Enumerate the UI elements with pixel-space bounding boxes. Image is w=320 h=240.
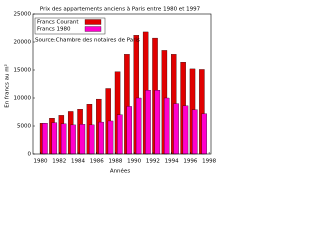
bar	[201, 113, 207, 155]
annotation: Source:Chambre des notaires de Paris	[35, 38, 140, 44]
bar	[192, 109, 198, 155]
bar	[42, 123, 48, 155]
y-tick-label: 0	[28, 152, 32, 158]
bar	[164, 97, 170, 155]
y-tick-label: 10000	[14, 96, 32, 102]
x-tick-label: 1980	[33, 159, 47, 165]
x-tick-label: 1996	[183, 159, 197, 165]
bar	[51, 122, 58, 155]
bar	[145, 90, 151, 155]
y-tick-label: 25000	[14, 12, 32, 18]
legend-label: Francs Courant	[37, 20, 79, 26]
bar	[135, 97, 142, 155]
x-axis-label: Années	[110, 168, 131, 175]
chart-title: Prix des appartements anciens à Paris en…	[40, 6, 201, 13]
x-tick-label: 1982	[52, 159, 66, 165]
bar	[173, 103, 179, 155]
bar	[107, 120, 114, 155]
x-tick-label: 1984	[71, 159, 85, 165]
y-tick-label: 5000	[17, 124, 31, 130]
x-tick-label: 1998	[202, 159, 216, 165]
bar	[98, 121, 104, 155]
x-tick-label: 1990	[127, 159, 141, 165]
bar	[154, 90, 161, 155]
plot-frame	[32, 13, 212, 155]
bar	[117, 114, 123, 155]
y-tick-label: 15000	[14, 68, 32, 74]
bar	[126, 106, 132, 155]
x-tick-label: 1988	[108, 159, 122, 165]
bar	[70, 124, 76, 155]
legend-swatch	[84, 19, 102, 25]
bar	[182, 105, 189, 155]
bar	[79, 124, 86, 155]
y-tick-label: 20000	[14, 40, 32, 46]
x-tick-label: 1994	[165, 159, 179, 165]
legend-label: Francs 1980	[37, 27, 71, 33]
bar	[60, 123, 67, 155]
legend-swatch	[84, 26, 102, 32]
bar	[89, 124, 95, 155]
y-axis-label: En francs au m²	[4, 64, 11, 108]
chart: Prix des appartements anciens à Paris en…	[4, 6, 217, 175]
x-tick-label: 1986	[90, 159, 104, 165]
x-tick-label: 1992	[146, 159, 160, 165]
